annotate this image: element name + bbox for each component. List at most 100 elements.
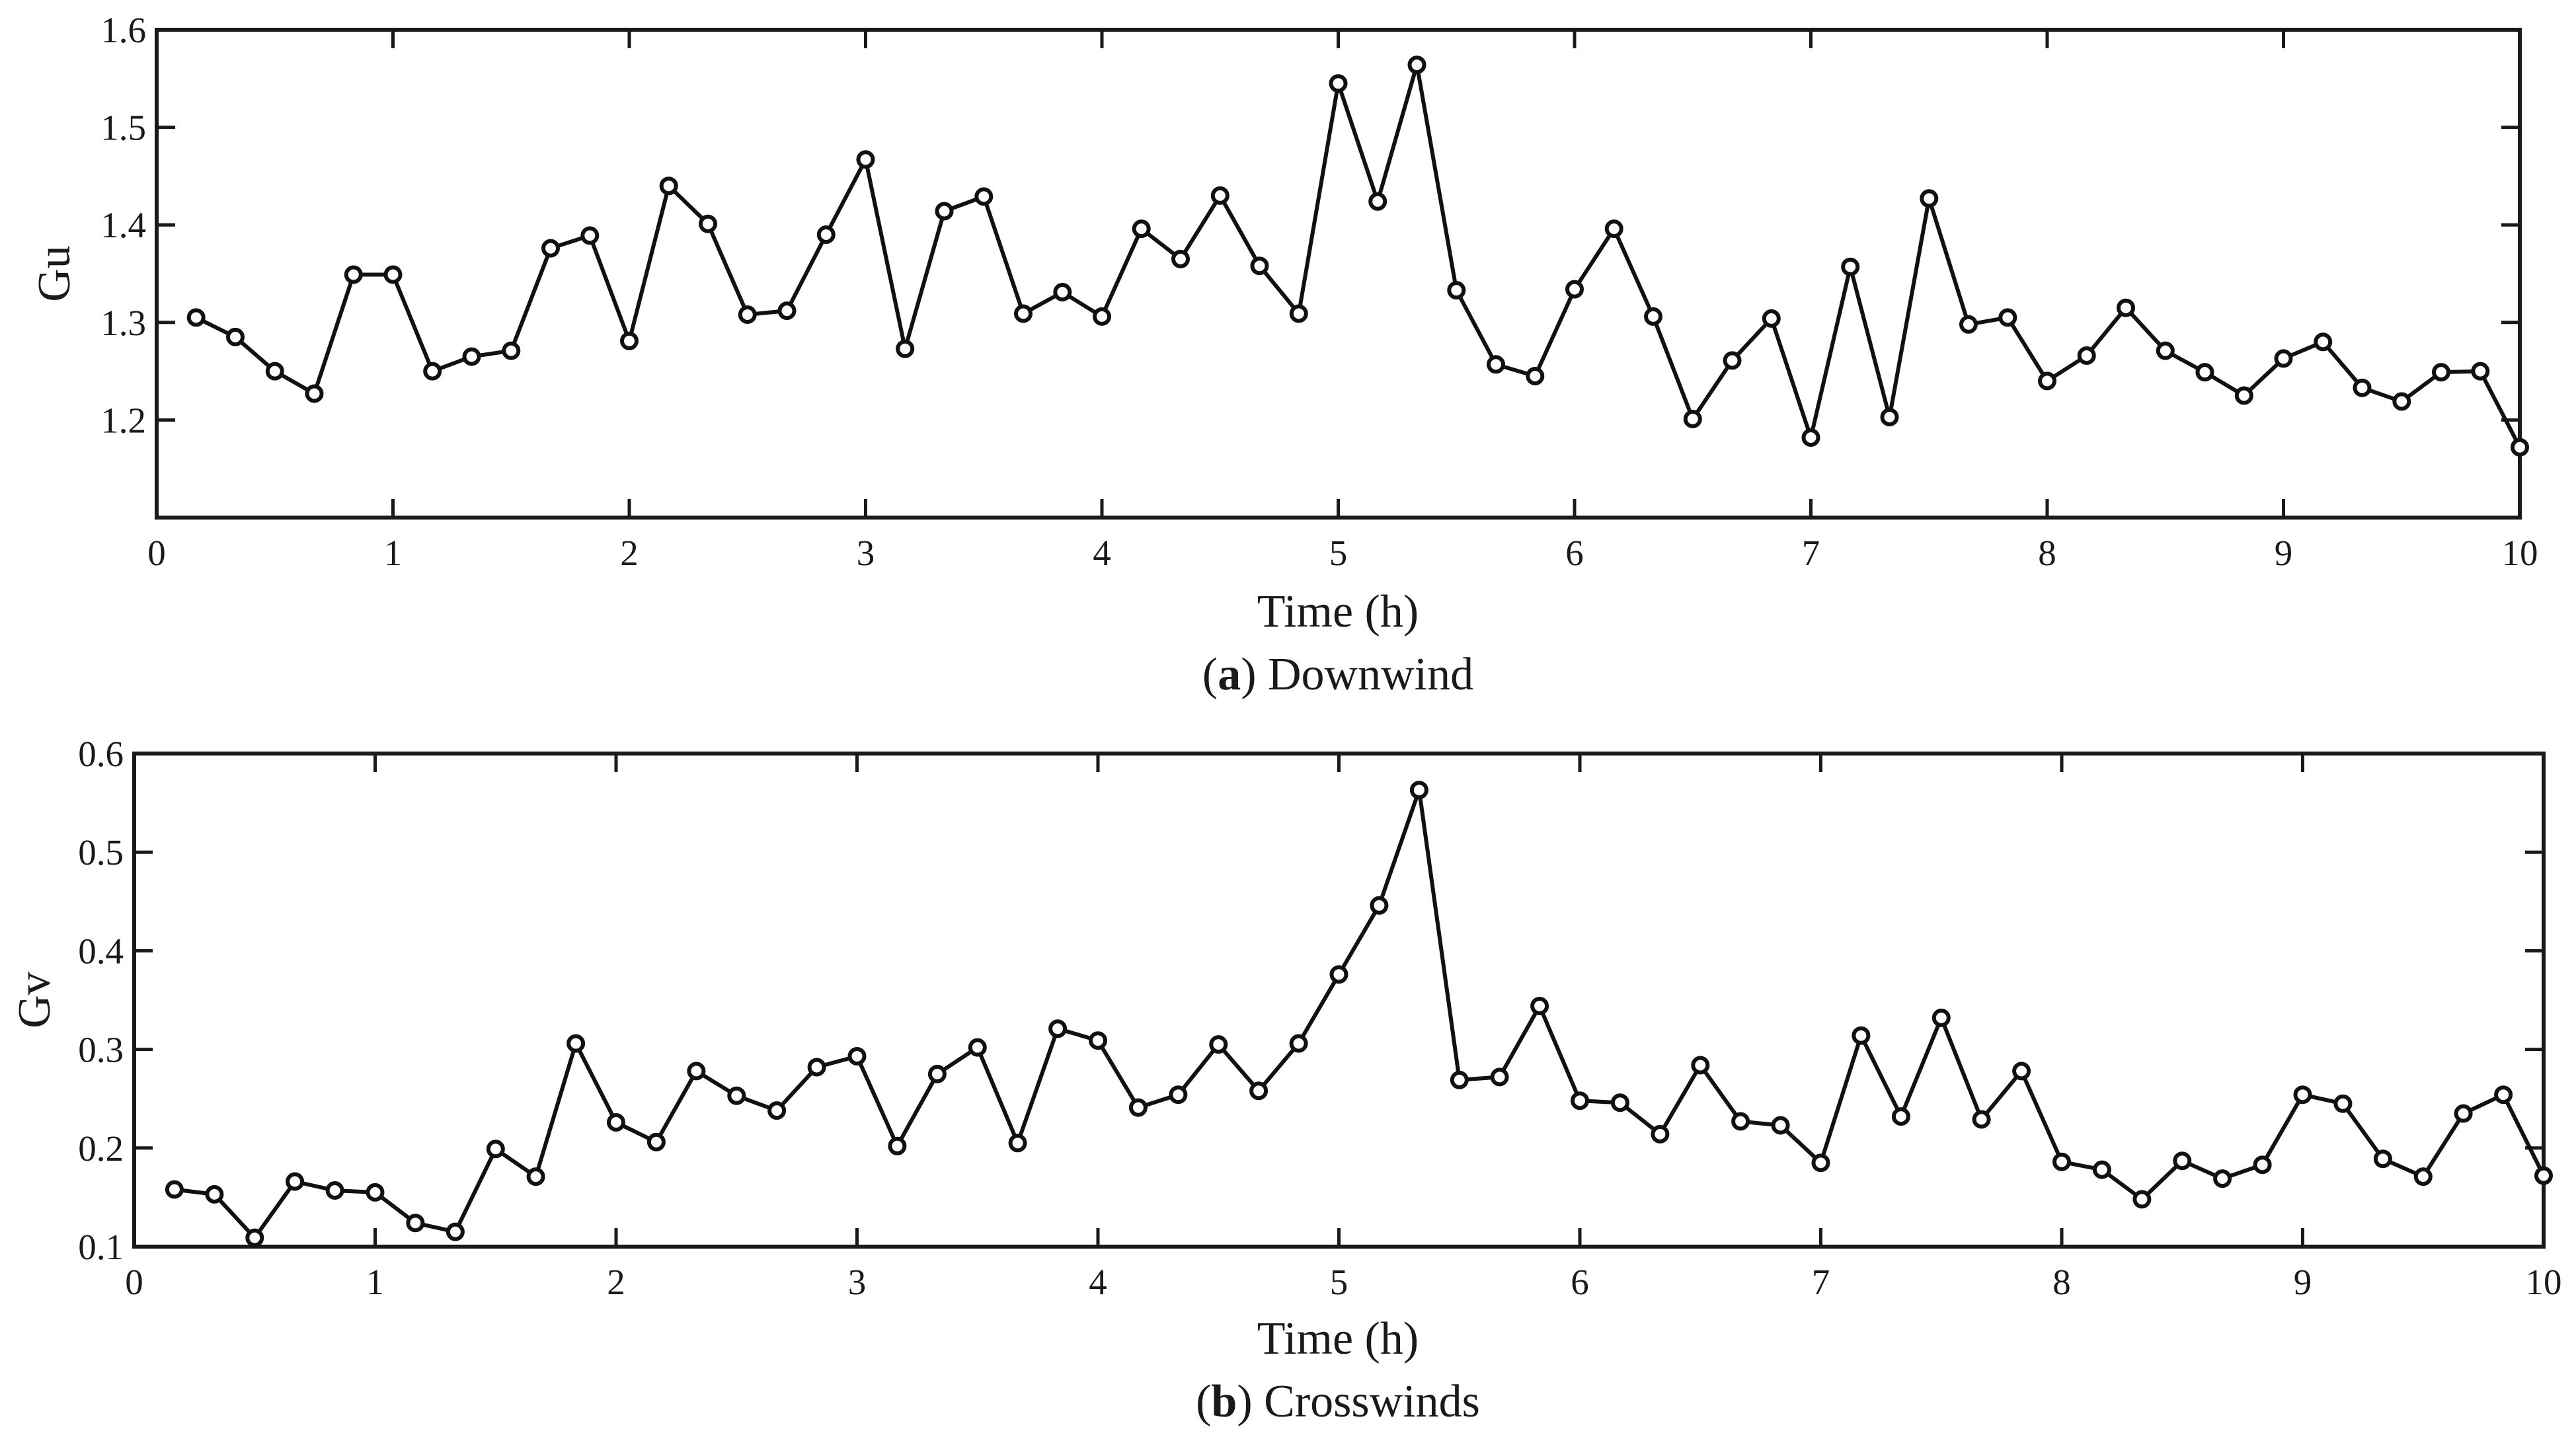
data-point-gu-42 [1841,257,1860,276]
data-point-gu-3 [305,384,324,403]
data-point-gv-38 [1691,1056,1710,1075]
x-tick-label-gv-3: 3 [848,1262,867,1302]
data-point-gu-23 [1093,307,1111,326]
x-tick-label-gu-2: 2 [620,533,639,573]
x-tick-label-gv-2: 2 [607,1262,625,1302]
data-point-gu-24 [1132,219,1151,239]
data-point-gu-40 [1762,309,1781,328]
data-point-gv-49 [2132,1190,2152,1209]
data-point-gv-33 [1490,1068,1509,1087]
data-point-gv-57 [2454,1104,2473,1123]
data-point-gv-35 [1571,1091,1589,1110]
data-point-gv-11 [607,1113,625,1132]
data-point-gu-51 [2195,363,2214,382]
data-point-gv-6 [406,1214,425,1233]
chart-downwind: 1.2 1.3 1.4 1.5 1.6 0 1 2 3 4 5 6 7 8 9 10 Gu Time (h)… [29,10,2538,700]
data-point-gu-21 [1014,304,1033,323]
caption-text-a: Downwind [1268,649,1473,700]
data-point-gu-22 [1053,283,1072,301]
data-point-gu-47 [2038,371,2056,391]
x-tick-label-gu-0: 0 [147,533,166,573]
data-point-gv-7 [446,1222,465,1241]
data-point-gv-48 [2092,1160,2111,1179]
series-points-gv [165,781,2553,1247]
x-tick-label-gu-4: 4 [1093,533,1111,573]
data-point-gv-52 [2253,1155,2272,1175]
y-tick-label-gu-4: 1.6 [100,10,146,50]
x-tick-label-gu-10: 10 [2502,533,2538,573]
x-tick-label-gv-8: 8 [2052,1262,2071,1302]
data-point-gv-54 [2333,1094,2353,1113]
x-tick-label-gu-7: 7 [1802,533,1820,573]
data-point-gv-15 [767,1101,787,1120]
data-point-gv-1 [205,1185,224,1204]
data-point-gv-42 [1852,1026,1871,1045]
data-point-gv-31 [1409,781,1428,800]
data-point-gv-40 [1771,1116,1790,1135]
data-point-gv-36 [1610,1093,1629,1112]
data-point-gv-26 [1209,1035,1228,1054]
data-point-gu-56 [2392,392,2411,411]
x-tick-label-gu-8: 8 [2038,533,2056,573]
data-point-gv-55 [2373,1149,2392,1169]
data-point-gu-58 [2471,362,2490,381]
data-point-gv-51 [2213,1169,2232,1188]
caption-crosswinds: (b) Crosswinds [1196,1376,1480,1427]
data-point-gv-37 [1651,1124,1670,1144]
x-tick-label-gv-1: 1 [366,1262,385,1302]
data-point-gu-6 [423,362,442,381]
data-point-gu-0 [186,308,206,327]
data-point-gv-39 [1731,1112,1750,1131]
data-point-gu-9 [541,239,560,258]
data-point-gv-9 [526,1167,545,1186]
data-point-gv-16 [807,1058,826,1077]
y-tick-label-gv-5: 0.6 [78,734,124,774]
data-point-gv-25 [1169,1085,1188,1105]
data-point-gv-41 [1811,1153,1830,1173]
data-point-gv-0 [165,1180,184,1199]
data-point-gu-28 [1289,304,1308,323]
series-line-gv [174,788,2546,1240]
data-point-gu-20 [974,187,994,206]
data-point-gv-56 [2413,1167,2433,1186]
caption-downwind: (a) Downwind [1202,649,1473,700]
data-point-gv-30 [1370,896,1389,915]
x-ticks-crosswinds: 0 1 2 3 4 5 6 7 8 9 10 [125,754,2562,1302]
x-tick-label-gu-6: 6 [1565,533,1584,573]
data-point-gu-44 [1920,189,1939,208]
x-tick-label-gu-3: 3 [857,533,875,573]
data-point-gu-7 [462,347,481,366]
y-axis-label-gu: Gu [29,245,80,302]
data-point-gv-34 [1530,997,1549,1015]
data-point-gu-36 [1604,219,1623,239]
x-tick-label-gv-9: 9 [2294,1262,2312,1302]
data-point-gv-10 [566,1034,586,1053]
data-point-gu-16 [816,225,836,244]
data-point-gv-8 [486,1140,505,1159]
y-tick-label-gv-0: 0.1 [78,1227,124,1267]
data-point-gu-38 [1683,409,1702,428]
y-ticks-crosswinds: 0.1 0.2 0.3 0.4 0.5 0.6 [78,734,2544,1267]
x-axis-label-crosswinds: Time (h) [1257,1313,1419,1364]
data-point-gv-4 [325,1181,344,1200]
y-ticks-downwind: 1.2 1.3 1.4 1.5 1.6 [100,10,2520,440]
data-point-gv-44 [1932,1008,1951,1027]
data-point-gu-25 [1171,249,1190,268]
y-tick-label-gu-2: 1.4 [100,205,146,245]
data-point-gu-19 [935,202,954,221]
y-axis-label-gv: Gv [9,972,60,1029]
plot-frame-downwind [155,28,2522,520]
data-point-gu-5 [383,265,403,284]
data-point-gv-59 [2534,1166,2553,1185]
y-tick-label-gv-3: 0.4 [78,931,124,971]
data-point-gu-32 [1447,281,1466,300]
data-point-gu-30 [1368,192,1387,211]
x-tick-label-gv-5: 5 [1330,1262,1348,1302]
y-tick-label-gv-4: 0.5 [78,832,124,873]
data-point-gu-15 [777,301,797,321]
data-point-gu-4 [344,265,363,284]
y-tick-label-gu-1: 1.3 [100,303,146,343]
data-point-gv-13 [687,1062,706,1081]
data-point-gv-5 [366,1183,385,1202]
